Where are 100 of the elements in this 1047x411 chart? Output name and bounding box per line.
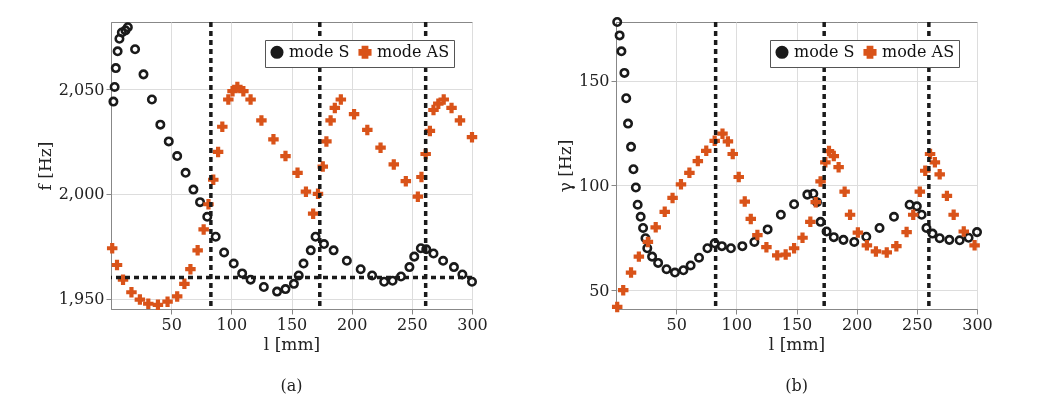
x-tick-label: 150	[276, 314, 308, 334]
point	[944, 234, 955, 245]
point	[272, 286, 283, 297]
point	[617, 284, 629, 296]
legend-label: mode S	[289, 42, 350, 62]
point	[808, 188, 819, 199]
y-axis-title: f [Hz]	[34, 141, 55, 191]
point	[891, 240, 902, 252]
point	[692, 155, 704, 167]
point	[245, 94, 256, 105]
point	[788, 243, 800, 254]
point	[702, 243, 713, 254]
x-tick-label: 250	[902, 314, 933, 334]
point	[927, 228, 938, 239]
point	[258, 282, 269, 292]
point	[400, 175, 412, 187]
point	[114, 33, 125, 44]
point	[737, 241, 748, 252]
point	[396, 271, 407, 282]
point	[112, 46, 123, 57]
point	[904, 199, 915, 210]
point	[888, 211, 899, 222]
point	[245, 274, 256, 285]
point	[446, 102, 457, 114]
point	[466, 131, 478, 143]
y-tick-label: 2,000	[58, 184, 105, 204]
point	[404, 262, 415, 273]
point	[130, 44, 141, 55]
point	[210, 231, 221, 242]
x-tick-label: 150	[781, 314, 813, 334]
point	[833, 161, 844, 173]
point	[292, 167, 303, 179]
point	[171, 291, 183, 302]
point	[355, 264, 366, 275]
point	[335, 94, 347, 105]
x-tick-label: 250	[397, 314, 428, 334]
point	[198, 224, 209, 235]
point	[325, 115, 336, 126]
point	[749, 236, 760, 247]
point	[647, 251, 658, 262]
point	[223, 94, 234, 105]
y-tick-label: 2,050	[58, 79, 105, 99]
point	[739, 196, 750, 207]
point	[733, 171, 744, 183]
point	[238, 85, 249, 97]
point	[212, 146, 224, 158]
point	[387, 275, 398, 286]
point	[298, 258, 309, 269]
point	[217, 121, 228, 132]
point	[146, 94, 157, 105]
point	[318, 239, 329, 250]
point	[611, 301, 623, 313]
point	[621, 93, 632, 104]
point	[685, 260, 696, 271]
point	[916, 209, 927, 220]
point	[623, 118, 634, 129]
point	[667, 192, 678, 204]
point	[110, 63, 121, 74]
point	[969, 240, 980, 251]
point	[907, 209, 919, 220]
point	[861, 240, 873, 251]
point	[881, 247, 892, 258]
point	[300, 186, 312, 197]
point	[614, 30, 625, 41]
point	[958, 226, 970, 237]
point	[457, 269, 468, 280]
point	[293, 270, 304, 281]
point	[929, 157, 941, 168]
point	[162, 296, 173, 307]
text: (b)	[785, 376, 808, 395]
point	[948, 209, 959, 220]
point	[725, 243, 736, 254]
point	[638, 222, 649, 233]
point	[438, 255, 449, 266]
legend-label: mode S	[794, 42, 855, 62]
point	[616, 46, 627, 57]
point	[762, 224, 773, 235]
point	[901, 226, 912, 238]
point	[821, 226, 832, 237]
point	[630, 182, 641, 193]
point	[438, 94, 449, 105]
point	[116, 27, 127, 38]
point	[650, 222, 661, 233]
point	[412, 191, 424, 202]
point	[126, 287, 137, 298]
point	[415, 243, 426, 254]
point	[195, 197, 206, 208]
point	[640, 233, 651, 244]
point	[219, 247, 230, 258]
y-tick-label: 100	[578, 175, 610, 195]
point	[143, 298, 154, 310]
point	[202, 211, 213, 222]
point	[914, 186, 926, 197]
point	[954, 235, 965, 246]
legend-label: mode AS	[882, 42, 955, 62]
point	[321, 136, 332, 147]
point	[635, 211, 646, 222]
point	[815, 216, 826, 227]
point	[633, 251, 645, 262]
point	[911, 201, 922, 212]
